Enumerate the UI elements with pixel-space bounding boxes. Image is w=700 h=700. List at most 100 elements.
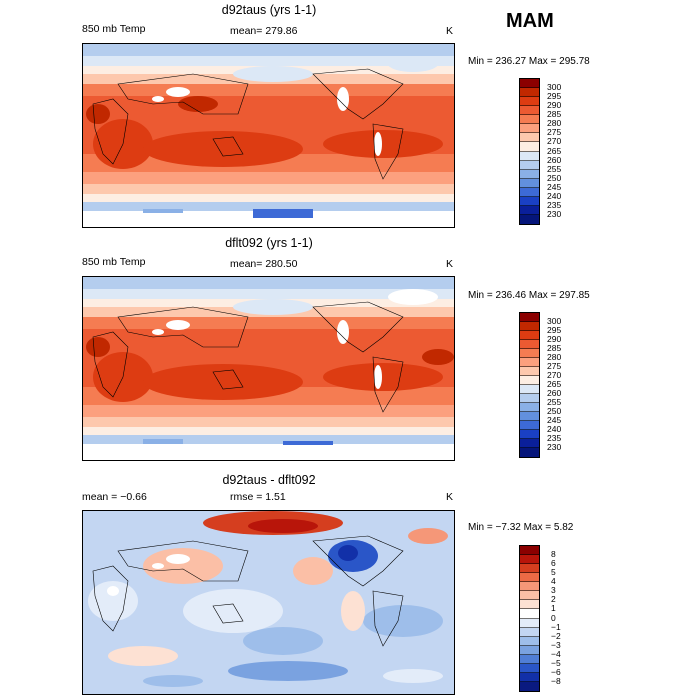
panel-1-title: d92taus (yrs 1-1) [221, 3, 317, 17]
colorbar-tick-label: −2 [551, 630, 561, 641]
colorbar-segment [520, 582, 539, 592]
colorbar-segment [520, 385, 539, 394]
colorbar-tick-label: 290 [547, 100, 562, 111]
panel-3-colorbar [519, 545, 540, 692]
colorbar-segment [520, 591, 539, 601]
colorbar-segment [520, 205, 539, 215]
colorbar-segment [520, 142, 539, 152]
colorbar-segment [520, 618, 539, 628]
colorbar-segment [520, 672, 539, 682]
colorbar-tick-label: 295 [547, 325, 562, 335]
colorbar-segment [520, 196, 539, 206]
colorbar-segment [520, 88, 539, 98]
colorbar-tick-label: 250 [547, 172, 562, 183]
colorbar-tick-label: 230 [547, 208, 562, 219]
colorbar-tick-label: 275 [547, 361, 562, 371]
colorbar-tick-label: 255 [547, 163, 562, 174]
colorbar-segment [520, 151, 539, 161]
season-label: MAM [506, 10, 554, 32]
colorbar-tick-label: 265 [547, 145, 562, 156]
colorbar-tick-label: 255 [547, 397, 562, 407]
colorbar-tick-label: 280 [547, 118, 562, 129]
colorbar-tick-label: −5 [551, 657, 561, 668]
panel-3-units: K [446, 491, 454, 503]
colorbar-segment [520, 178, 539, 188]
colorbar-segment [520, 187, 539, 197]
colorbar-segment [520, 367, 539, 376]
colorbar-segment [520, 331, 539, 340]
panel-2-units: K [446, 258, 454, 270]
panel-3-map-svg [83, 511, 454, 694]
colorbar-segment [520, 609, 539, 619]
colorbar-segment [520, 340, 539, 349]
colorbar-segment [520, 448, 539, 457]
colorbar-tick-label: 8 [551, 549, 556, 560]
panel-2-map-svg [83, 277, 454, 460]
colorbar-tick-label: 2 [551, 594, 556, 605]
colorbar-segment [520, 322, 539, 331]
panel-3-mean-label: mean = −0.66 [82, 491, 147, 503]
colorbar-tick-label: 240 [547, 424, 562, 434]
colorbar-tick-label: 285 [547, 109, 562, 120]
colorbar-segment [520, 663, 539, 673]
colorbar-segment [520, 627, 539, 637]
colorbar-tick-label: 250 [547, 406, 562, 416]
panel-1-minmax: Min = 236.27 Max = 295.78 [468, 56, 590, 67]
colorbar-segment [520, 349, 539, 358]
colorbar-tick-label: −4 [551, 648, 561, 659]
colorbar-segment [520, 376, 539, 385]
colorbar-tick-label: 5 [551, 567, 556, 578]
colorbar-segment [520, 358, 539, 367]
colorbar-segment [520, 439, 539, 448]
colorbar-segment [520, 124, 539, 134]
panel-3-rmse-label: rmse = 1.51 [230, 491, 286, 503]
colorbar-segment [520, 169, 539, 179]
colorbar-tick-label: 265 [547, 379, 562, 389]
panel-1-units: K [446, 25, 454, 37]
panel-2-title: dflt092 (yrs 1-1) [225, 236, 313, 250]
colorbar-segment [520, 555, 539, 565]
panel-2-mean-label: mean= 280.50 [230, 258, 298, 270]
colorbar-segment [520, 79, 539, 89]
colorbar-tick-label: −3 [551, 639, 561, 650]
colorbar-tick-label: 245 [547, 415, 562, 425]
panel-1-colorbar-labels: 300 295 290 285 280 275 270 265 260 255 250 245 240 2… [547, 78, 607, 225]
colorbar-tick-label: −6 [551, 666, 561, 677]
colorbar-segment [520, 160, 539, 170]
colorbar-segment [520, 681, 539, 691]
colorbar-tick-label: 280 [547, 352, 562, 362]
colorbar-tick-label: 235 [547, 433, 562, 443]
colorbar-tick-label: 285 [547, 343, 562, 353]
panel-2-colorbar [519, 312, 540, 458]
colorbar-tick-label: 260 [547, 388, 562, 398]
colorbar-tick-label: 245 [547, 181, 562, 192]
colorbar-segment [520, 115, 539, 125]
colorbar-tick-label: 270 [547, 370, 562, 380]
colorbar-tick-label: 295 [547, 91, 562, 102]
colorbar-segment [520, 636, 539, 646]
panel-1-variable-label: 850 mb Temp [82, 23, 146, 35]
colorbar-tick-label: 275 [547, 127, 562, 138]
panel-2-minmax: Min = 236.46 Max = 297.85 [468, 290, 590, 301]
colorbar-tick-label: 235 [547, 199, 562, 210]
panel-1-map-svg [83, 44, 454, 227]
colorbar-tick-label: 260 [547, 154, 562, 165]
colorbar-segment [520, 394, 539, 403]
panel-3-map [82, 510, 455, 695]
colorbar-segment [520, 430, 539, 439]
colorbar-segment [520, 645, 539, 655]
colorbar-segment [520, 412, 539, 421]
colorbar-tick-label: 300 [547, 82, 562, 93]
colorbar-segment [520, 573, 539, 583]
colorbar-tick-label: 300 [547, 316, 562, 326]
colorbar-segment [520, 600, 539, 610]
colorbar-tick-label: 6 [551, 558, 556, 569]
colorbar-segment [520, 421, 539, 430]
colorbar-tick-label: 290 [547, 334, 562, 344]
panel-3-title: d92taus - dflt092 [222, 473, 316, 487]
panel-1-colorbar [519, 78, 540, 225]
panel-3-colorbar-labels: 8 6 5 4 3 2 1 0 −1 −2 −3 −4 −5 −6 −8 [547, 545, 607, 692]
colorbar-tick-label: 4 [551, 576, 556, 587]
colorbar-segment [520, 564, 539, 574]
colorbar-segment [520, 313, 539, 322]
